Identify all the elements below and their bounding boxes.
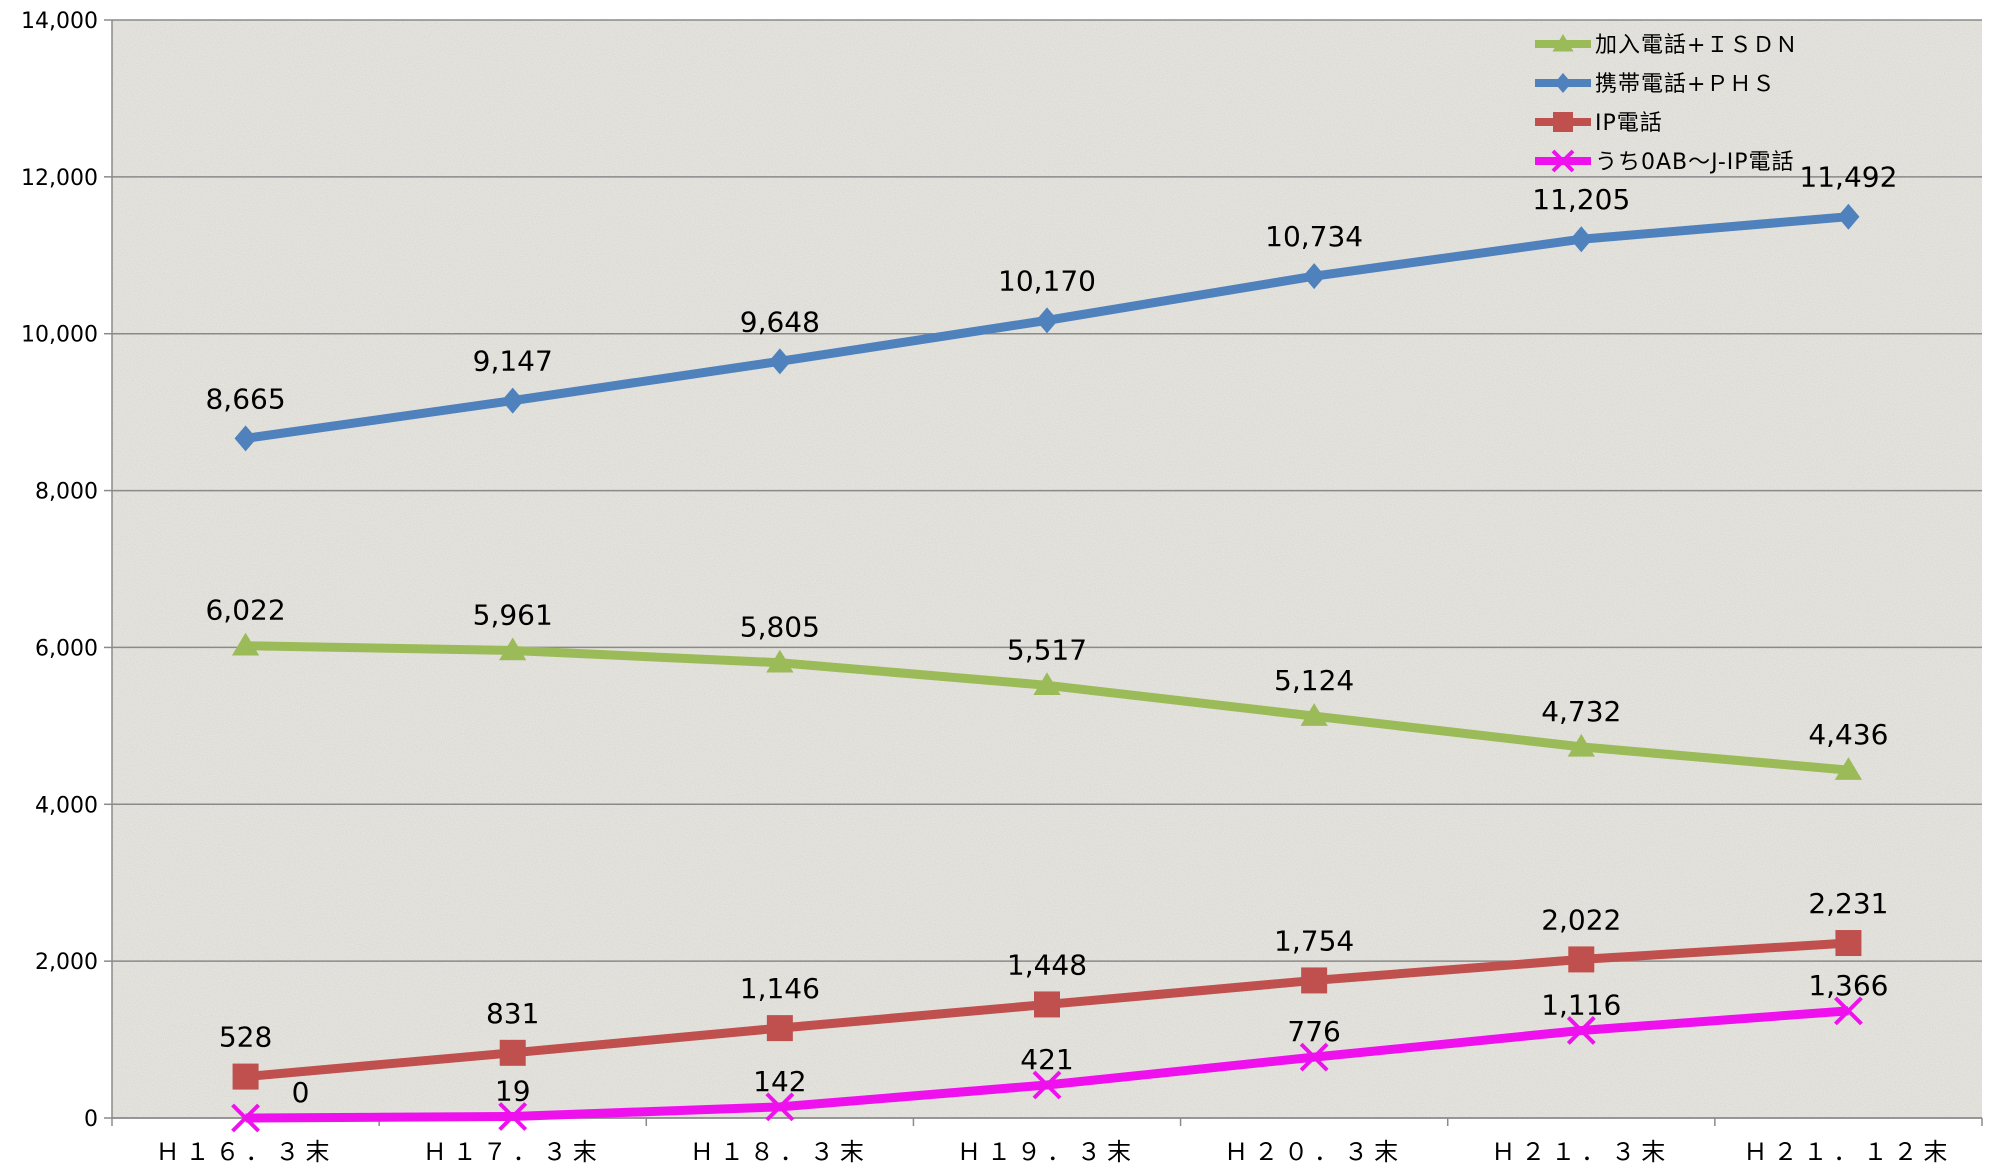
data-label: 9,147 <box>473 345 553 378</box>
data-label: 831 <box>486 997 539 1030</box>
legend-item: IP電話 <box>1535 111 1663 136</box>
legend-label: 加入電話+ＩＳＤＮ <box>1595 33 1798 58</box>
data-point <box>232 1063 259 1090</box>
series-group <box>231 203 1863 1133</box>
x-tick-label: Ｈ２１．１２末 <box>1743 1138 1953 1166</box>
data-label: 19 <box>495 1075 531 1108</box>
data-point <box>1551 149 1575 173</box>
data-label: 9,648 <box>740 305 820 338</box>
data-point <box>1032 1070 1062 1100</box>
data-point <box>765 1092 795 1122</box>
data-point <box>1300 703 1328 726</box>
y-tick-label: 10,000 <box>21 323 98 348</box>
data-point <box>1837 203 1860 230</box>
legend-item: うち0AB～J-IP電話 <box>1535 149 1795 175</box>
y-tick-label: 14,000 <box>21 9 98 34</box>
data-label: 5,517 <box>1007 633 1087 666</box>
data-label: 1,366 <box>1808 969 1888 1002</box>
data-point <box>766 649 794 673</box>
data-label: 1,146 <box>740 972 820 1005</box>
data-label: 2,022 <box>1541 903 1621 936</box>
data-point <box>1301 967 1328 994</box>
y-tick-label: 2,000 <box>35 950 98 975</box>
data-point <box>768 348 791 375</box>
data-point <box>1034 991 1060 1018</box>
x-tick-label: Ｈ１６．３末 <box>156 1138 336 1166</box>
data-point <box>1834 996 1863 1026</box>
data-label: 4,436 <box>1808 718 1888 751</box>
data-labels: 6,022 5,961 5,805 5,517 5,124 4,732 4,436 8,665… <box>205 161 1897 1109</box>
data-label: 1,116 <box>1541 988 1621 1021</box>
data-point <box>1568 946 1595 973</box>
data-point <box>1553 112 1573 132</box>
data-label: 528 <box>219 1021 272 1054</box>
data-label: 776 <box>1287 1015 1340 1048</box>
x-tick-label: Ｈ２１．３末 <box>1491 1138 1671 1166</box>
x-tick-label: Ｈ１８．３末 <box>690 1138 870 1166</box>
data-label: 11,492 <box>1799 161 1897 194</box>
data-point <box>231 632 260 656</box>
data-point <box>499 1039 526 1066</box>
data-label: 5,961 <box>473 598 553 631</box>
data-point <box>1035 307 1059 334</box>
data-point <box>1567 733 1595 757</box>
y-tick-label: 6,000 <box>35 636 98 661</box>
data-point <box>1834 757 1863 780</box>
legend-label: IP電話 <box>1595 111 1663 136</box>
y-tick-label: 8,000 <box>35 480 98 505</box>
data-point <box>1570 226 1593 253</box>
data-label: 1,448 <box>1007 948 1087 981</box>
legend-label: 携帯電話+ＰＨＳ <box>1595 72 1775 97</box>
x-axis-tick-labels: Ｈ１６．３末 Ｈ１７．３末 Ｈ１８．３末 Ｈ１９．３末 Ｈ２０．３末 Ｈ２１．３末 Ｈ２１．… <box>156 1138 1953 1166</box>
data-label: 2,231 <box>1808 887 1888 920</box>
y-tick-label: 0 <box>84 1107 98 1132</box>
data-point <box>499 637 527 661</box>
data-point <box>766 1015 793 1042</box>
data-label: 10,734 <box>1265 220 1363 253</box>
data-point <box>1554 73 1572 93</box>
y-tick-label: 12,000 <box>21 166 98 191</box>
y-tick-label: 4,000 <box>35 793 98 818</box>
data-label: 4,732 <box>1541 695 1621 728</box>
data-label: 5,124 <box>1274 664 1354 697</box>
legend-label: うち0AB～J-IP電話 <box>1595 150 1795 175</box>
data-label: 142 <box>753 1065 806 1098</box>
data-point <box>501 387 524 414</box>
plot-area <box>112 20 1982 1118</box>
y-axis-tick-labels: 0 2,000 4,000 6,000 8,000 10,000 12,000 14,000 <box>21 9 98 1132</box>
data-point <box>1299 1042 1329 1072</box>
data-point <box>1552 34 1574 52</box>
x-tick-label: Ｈ１７．３末 <box>423 1138 603 1166</box>
data-label: 6,022 <box>205 594 285 627</box>
legend-item: 携帯電話+ＰＨＳ <box>1535 72 1775 97</box>
x-tick-label: Ｈ１９．３末 <box>957 1138 1137 1166</box>
data-point <box>498 1102 528 1131</box>
data-label: 0 <box>292 1076 310 1109</box>
x-tick-label: Ｈ２０．３末 <box>1224 1138 1404 1166</box>
data-label: 5,805 <box>740 611 820 644</box>
data-point <box>234 425 257 452</box>
data-point <box>231 1103 260 1133</box>
data-label: 10,170 <box>998 264 1096 297</box>
data-label: 11,205 <box>1532 183 1630 216</box>
data-point <box>1033 672 1061 696</box>
data-point <box>1566 1016 1596 1045</box>
data-label: 8,665 <box>205 382 285 415</box>
data-label: 1,754 <box>1274 924 1354 957</box>
data-point <box>1303 263 1326 290</box>
legend-item: 加入電話+ＩＳＤＮ <box>1535 33 1798 58</box>
data-point <box>1835 930 1862 957</box>
data-label: 421 <box>1020 1043 1073 1076</box>
